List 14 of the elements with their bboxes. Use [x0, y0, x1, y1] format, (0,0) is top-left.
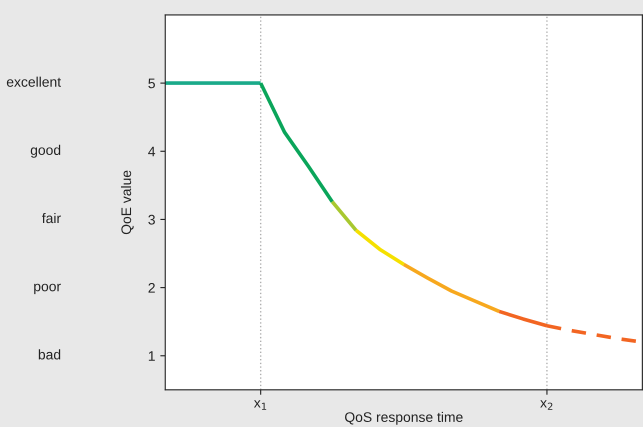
- text: good: [30, 144, 60, 158]
- y-tick-label: 1: [148, 351, 155, 361]
- y-tick-label: 5: [148, 78, 155, 88]
- text: excellent: [6, 76, 61, 87]
- text: fair: [42, 212, 61, 224]
- y-tick-label: 2: [148, 282, 155, 293]
- x-tick-label: x$_{2}$: [540, 400, 552, 410]
- x-tick-label: x$_{1}$: [254, 400, 266, 410]
- y-axis-title: QoE value: [120, 170, 134, 234]
- y-tick-label: 4: [148, 146, 156, 156]
- x-axis-title: QoS response time: [345, 412, 463, 425]
- text: bad: [38, 349, 60, 360]
- y-tick-label: 3: [148, 214, 155, 225]
- text: poor: [34, 284, 61, 294]
